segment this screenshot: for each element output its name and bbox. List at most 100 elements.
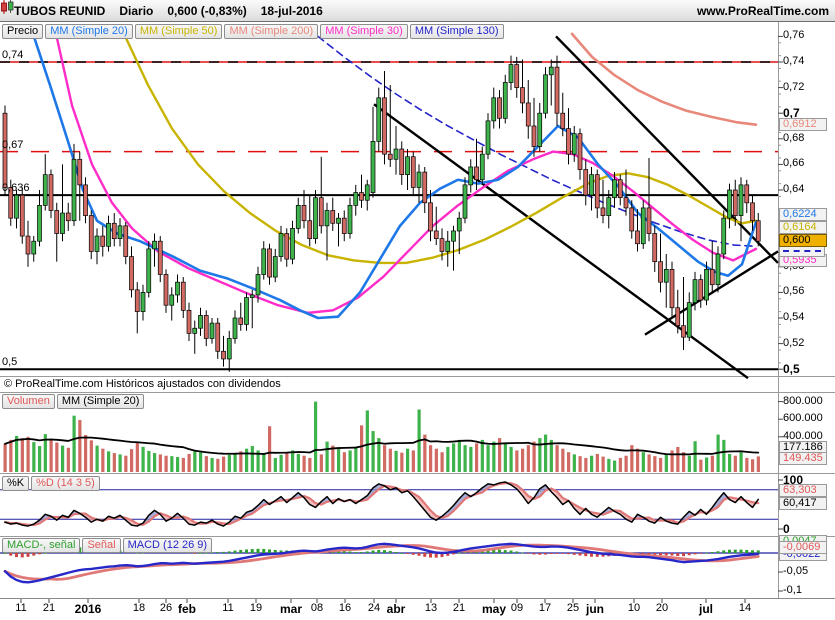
volume-bar: [15, 435, 19, 472]
volume-bar: [210, 457, 214, 472]
trend-line: [555, 35, 779, 264]
brand-link[interactable]: www.ProRealTime.com: [1, 0, 829, 18]
price-tick-label: 0,72: [783, 80, 805, 93]
volume-bar: [538, 438, 542, 472]
candle-body: [330, 210, 336, 224]
price-tick-label: 0,7: [783, 106, 800, 121]
price-legend-row: Precio MM (Simple 20) MM (Simple 50) MM (Si…: [2, 24, 504, 39]
volume-bar: [411, 450, 415, 472]
volume-bar: [101, 448, 105, 472]
macd-histogram-bar: [446, 553, 450, 556]
volume-bar: [584, 457, 588, 472]
macd-legend-chip-0[interactable]: MACD-, señal: [2, 538, 81, 553]
volume-bar: [544, 434, 548, 472]
candle-body: [548, 66, 554, 76]
candle-body: [497, 97, 502, 119]
macd-histogram-bar: [204, 552, 208, 554]
macd-histogram-bar: [20, 553, 24, 558]
macd-histogram-bar: [567, 553, 570, 555]
price-legend-chip-3[interactable]: MM (Simple 200): [224, 24, 319, 39]
macd-histogram-bar: [273, 549, 277, 553]
volume-tick-label: 600.000: [783, 412, 823, 425]
volume-bar: [273, 457, 277, 472]
candle-body: [152, 240, 157, 250]
macd-histogram-bar: [222, 551, 225, 553]
volume-bar: [314, 401, 318, 472]
red-candle-icon: [1, 0, 7, 14]
x-axis-label: may: [481, 602, 507, 616]
macd-histogram-bar: [429, 553, 432, 558]
volume-bar: [406, 448, 410, 472]
candle-body: [479, 153, 485, 181]
volume-bar: [515, 450, 519, 472]
macd-histogram-bar: [354, 552, 358, 553]
stoch-band: [522, 489, 529, 504]
candle-body: [111, 222, 117, 239]
price-legend-chip-2[interactable]: MM (Simple 50): [134, 24, 223, 39]
timeframe-label[interactable]: Diario: [119, 3, 154, 18]
volume-bar: [170, 456, 174, 472]
x-axis-label: 20: [655, 602, 669, 614]
candle-body: [686, 302, 692, 338]
volume-bar: [49, 438, 53, 472]
candle-body: [433, 230, 439, 239]
stoch-tick-label: 0: [783, 522, 790, 536]
x-axis-label: mar: [279, 602, 303, 616]
volume-bar: [457, 439, 461, 472]
macd-histogram-bar: [337, 550, 340, 553]
x-axis-label: abr: [386, 602, 406, 616]
volume-legend-chip-1[interactable]: MM (Simple 20): [56, 394, 145, 409]
price-legend-chip-5[interactable]: MM (Simple 130): [409, 24, 504, 39]
x-axis-label: 25: [566, 602, 580, 614]
candle-body: [698, 279, 704, 301]
candle-body: [617, 179, 623, 199]
macd-histogram-bar: [584, 553, 588, 557]
macd-histogram-bar: [245, 549, 248, 553]
x-axis-label: 21: [42, 602, 56, 614]
macd-histogram-bar: [250, 549, 254, 553]
volume-legend-chip-0[interactable]: Volumen: [2, 394, 55, 409]
candle-body: [14, 194, 19, 219]
x-axis-label: 24: [367, 602, 381, 614]
x-axis-label: 09: [510, 602, 524, 614]
volume-bar: [383, 445, 387, 472]
volume-bar: [521, 448, 525, 472]
macd-histogram-bar: [394, 551, 398, 553]
macd-histogram-bar: [515, 551, 519, 553]
volume-bar: [66, 447, 70, 472]
candle-body: [117, 225, 123, 239]
volume-bar: [630, 445, 634, 472]
macd-legend-row: MACD-, señal Señal MACD (12 26 9): [2, 538, 213, 553]
x-axis-label: 10: [627, 602, 641, 614]
macd-legend-chip-1[interactable]: Señal: [82, 538, 121, 553]
stoch-legend-chip-0[interactable]: %K: [2, 476, 30, 491]
volume-ma-line: [4, 436, 760, 456]
x-axis-label: 16: [338, 602, 352, 614]
price-legend-chip-1[interactable]: MM (Simple 20): [45, 24, 133, 39]
candle-body: [606, 197, 612, 216]
candle-body: [485, 120, 491, 155]
stoch-legend-chip-1[interactable]: %D (14 3 5): [31, 476, 100, 491]
stoch-tick-label: 100: [783, 473, 804, 487]
candle-body: [646, 207, 652, 234]
candle-body: [635, 230, 640, 245]
price-legend-chip-0[interactable]: Precio: [2, 24, 44, 39]
macd-histogram-bar: [710, 551, 714, 553]
candle-body: [359, 192, 364, 201]
stoch-band: [597, 512, 603, 518]
candle-body: [318, 197, 324, 227]
volume-bar: [549, 439, 553, 472]
macd-legend-chip-2[interactable]: MACD (12 26 9): [122, 538, 213, 553]
volume-bar: [268, 426, 272, 472]
candle-body: [750, 202, 755, 222]
level-price-label: 0,74: [2, 49, 24, 61]
volume-bar: [250, 446, 254, 472]
macd-histogram-bar: [32, 553, 36, 556]
candle-body: [290, 228, 295, 260]
price-tick-label: 0,56: [783, 285, 805, 298]
candle-body: [462, 184, 468, 219]
macd-histogram-bar: [549, 553, 553, 554]
price-legend-chip-4[interactable]: MM (Simple 30): [320, 24, 408, 39]
price-tick-label: 0,68: [783, 131, 805, 144]
